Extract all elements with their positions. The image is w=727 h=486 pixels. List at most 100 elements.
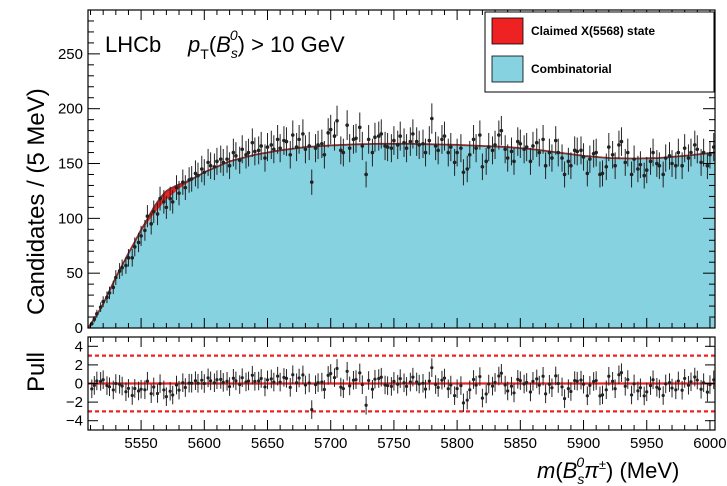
data-point [162,190,166,214]
data-point [607,132,611,162]
pull-y-tick-label: 4 [75,338,83,355]
pull-point [655,377,659,397]
data-point-marker [288,152,293,157]
data-point [524,132,529,162]
pull-marker [339,385,343,389]
pull-marker [294,381,299,385]
pull-y-tick-label: −2 [66,394,83,411]
pull-marker [503,383,507,387]
pull-point [143,380,147,400]
pull-point [111,380,115,400]
data-point-marker [269,143,274,147]
data-point-marker [303,147,308,152]
pull-point [550,378,554,398]
pull-marker [181,381,185,385]
pull-point [705,382,710,402]
data-point [376,121,381,151]
data-point-marker [471,137,476,142]
pull-point [265,370,270,390]
pull-point [468,380,472,400]
pull-marker [613,387,617,391]
data-point-marker [313,146,318,150]
data-point [404,134,409,163]
data-point [366,125,371,154]
data-point-marker [674,163,678,168]
data-point-marker [231,150,236,155]
pull-point [651,370,655,390]
pull-y-ticks: −4 −20 2 4 [66,338,715,430]
data-point [145,205,150,228]
data-point-marker [158,196,162,201]
pull-point [339,377,343,397]
pull-point [396,374,400,394]
pull-marker [531,379,535,383]
pull-marker [269,377,273,381]
data-point-marker [657,163,662,168]
data-point-marker [689,150,693,155]
pull-point [90,379,94,399]
data-point-marker [316,143,320,147]
pull-marker [370,387,375,391]
data-point [449,132,453,162]
data-point-marker [440,137,444,142]
data-point [588,145,592,173]
data-point [655,150,659,177]
data-point-marker [345,123,349,127]
data-point-marker [117,269,122,273]
pull-point [619,363,624,382]
pull-point [693,367,697,387]
data-point [126,249,131,267]
data-point [101,296,105,308]
data-point [676,138,681,167]
data-point-marker [531,144,535,148]
data-point [339,136,343,165]
data-point-marker [98,305,103,309]
y-tick-label: 200 [58,101,83,118]
pull-marker [619,371,624,375]
data-point [326,118,330,148]
data-point-marker [499,128,504,133]
x-axis-ticks-main [90,10,711,328]
pull-point [174,375,179,395]
pull-y-tick-label: 2 [75,357,83,374]
data-point [357,112,362,143]
pull-point [145,371,150,391]
pull-marker [674,388,678,392]
pull-marker [367,378,371,383]
pull-point [202,374,206,393]
data-point [354,123,358,153]
pull-point [604,380,608,400]
data-point-marker [417,143,421,147]
pull-point [124,382,128,402]
data-point [689,138,693,167]
data-point-marker [430,116,434,121]
data-point [225,145,229,173]
pull-marker [436,385,440,390]
pull-marker [143,388,147,392]
pull-point [367,371,371,390]
pull-marker [497,374,501,378]
data-point-marker [547,150,552,155]
pull-marker [623,384,627,388]
pull-marker [288,385,292,389]
pull-point [509,376,514,396]
pull-point [560,377,564,397]
pull-point [588,376,592,395]
data-point-marker [455,150,459,155]
pull-marker [278,380,282,384]
data-point-marker [446,150,451,155]
data-point-marker [524,145,529,149]
pull-marker [168,389,172,393]
y-tick-label: 100 [58,210,83,227]
pull-marker [499,371,503,375]
data-point [423,138,428,167]
pull-marker [253,379,257,383]
data-point-marker [528,159,533,164]
pull-point [411,367,415,387]
pull-point [320,372,324,392]
pull-point [259,369,263,388]
data-point-marker [244,152,248,157]
data-point-marker [708,152,712,157]
pull-point [164,387,168,406]
data-point [265,132,270,162]
